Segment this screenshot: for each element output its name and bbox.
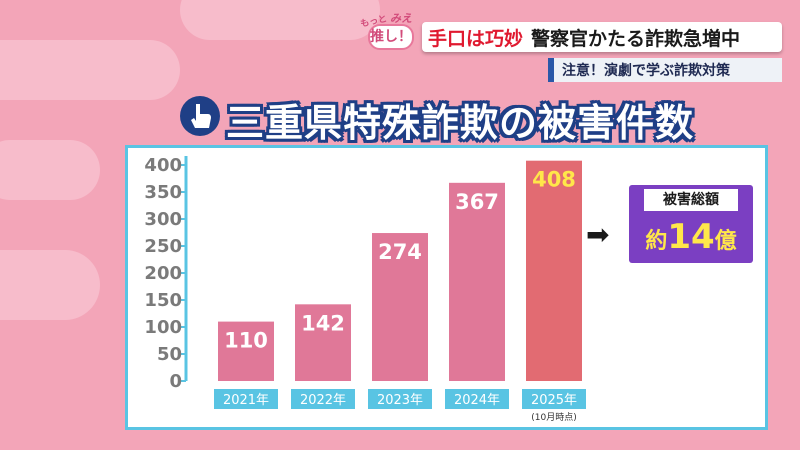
- x-category-label: 2025年: [531, 393, 577, 408]
- x-category-box: [445, 389, 509, 409]
- x-category-box: [368, 389, 432, 409]
- y-tick-label: 400: [144, 155, 182, 176]
- damage-total-label: 被害総額: [644, 189, 738, 211]
- bar: [526, 160, 582, 381]
- x-category-box: [522, 389, 586, 409]
- subtitle-banner: 注意！演劇で学ぶ詐欺対策: [548, 58, 782, 82]
- y-tick-label: 0: [169, 371, 182, 392]
- headline-banner: 手口は巧妙 警察官かたる詐欺急増中: [422, 22, 782, 52]
- y-tick-label: 250: [144, 236, 182, 257]
- program-logo: もっと みえ 推し！: [360, 8, 422, 52]
- chart-title-block: 三重県特殊詐欺の被害件数: [178, 90, 693, 145]
- bar-value-label: 408: [532, 168, 576, 192]
- background-stripe: [0, 140, 100, 200]
- bar-value-label: 367: [455, 190, 499, 214]
- right-arrow-icon: ➡: [586, 218, 610, 251]
- background-stripe: [0, 40, 180, 100]
- y-tick-label: 350: [144, 182, 182, 203]
- damage-total-prefix: 約: [645, 229, 668, 254]
- x-category-box: [214, 389, 278, 409]
- chart-title: 三重県特殊詐欺の被害件数: [226, 101, 695, 145]
- logo-mie-text: みえ: [390, 12, 412, 25]
- x-category-box: [291, 389, 355, 409]
- x-category-label: 2023年: [377, 393, 423, 408]
- bar-value-label: 110: [224, 329, 268, 353]
- y-tick-label: 200: [144, 263, 182, 284]
- damage-total-suffix: 億: [714, 229, 737, 254]
- bar-chart: 0 50 100 150 200 250 300 350 400 110 2021年 142 2022年…: [144, 155, 586, 423]
- background-stripe: [180, 0, 380, 40]
- damage-total-value: 約14億: [633, 217, 749, 257]
- bar: [218, 321, 274, 381]
- bar: [449, 182, 505, 381]
- bar: [372, 233, 428, 381]
- y-tick-label: 100: [144, 317, 182, 338]
- y-tick-label: 300: [144, 209, 182, 230]
- headline-emphasis: 手口は巧妙: [428, 27, 524, 50]
- logo-main-text: 推し！: [368, 24, 414, 50]
- bar-value-label: 142: [301, 311, 345, 335]
- x-category-label: 2021年: [223, 393, 269, 408]
- x-category-note: (10月時点): [531, 412, 576, 423]
- background-stripe: [0, 250, 100, 320]
- bar: [295, 304, 351, 381]
- x-category-label: 2022年: [300, 393, 346, 408]
- x-category-label: 2024年: [454, 393, 500, 408]
- damage-total-number: 14: [667, 217, 715, 257]
- pointing-hand-icon: [180, 96, 220, 136]
- y-tick-label: 150: [144, 290, 182, 311]
- y-tick-label: 50: [157, 344, 182, 365]
- damage-total-callout: 被害総額 約14億: [629, 185, 753, 263]
- headline-rest: 警察官かたる詐欺急増中: [531, 27, 741, 50]
- bar-value-label: 274: [378, 240, 422, 264]
